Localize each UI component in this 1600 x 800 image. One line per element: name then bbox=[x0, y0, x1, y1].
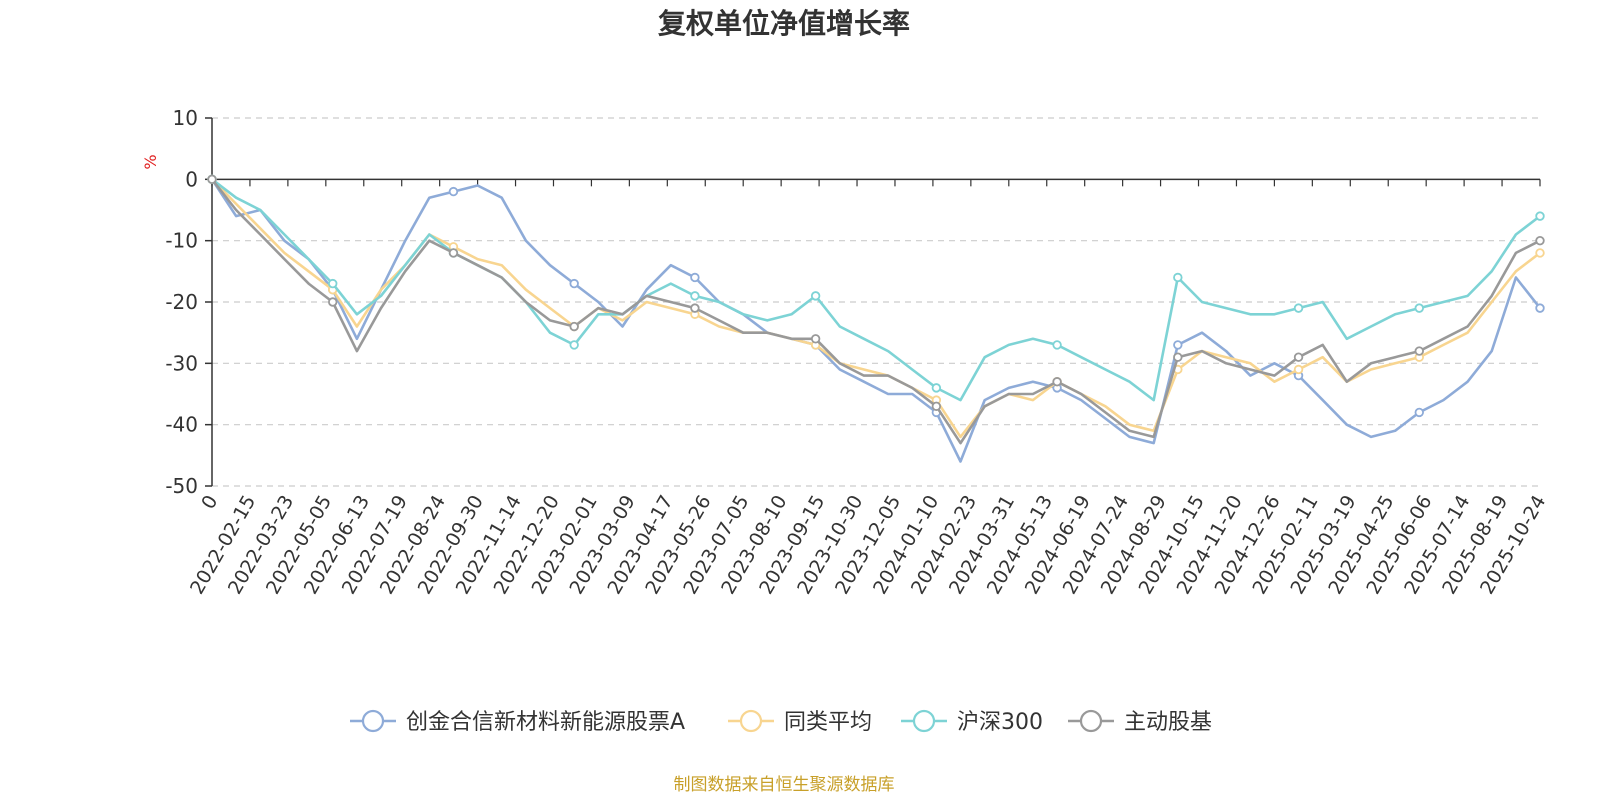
series-line bbox=[211, 178, 1541, 402]
data-point bbox=[448, 186, 459, 197]
data-point bbox=[569, 278, 579, 289]
data-point bbox=[690, 291, 700, 301]
data-point bbox=[1535, 303, 1545, 313]
series-line bbox=[210, 178, 1541, 445]
data-point bbox=[1535, 235, 1545, 246]
legend-item[interactable]: 主动股基 bbox=[1068, 709, 1212, 735]
y-tick-label: 10 bbox=[173, 106, 198, 130]
data-point bbox=[328, 297, 338, 307]
chart-title: 复权单位净值增长率 bbox=[658, 7, 910, 40]
legend-item[interactable]: 同类平均 bbox=[728, 709, 872, 735]
y-tick-label: -10 bbox=[165, 229, 198, 253]
series-line bbox=[211, 178, 1541, 439]
data-point bbox=[328, 278, 338, 289]
legend-label: 主动股基 bbox=[1124, 710, 1212, 735]
data-point bbox=[1414, 303, 1424, 313]
legend-circle-icon bbox=[361, 709, 385, 733]
series-line bbox=[210, 178, 1542, 463]
gridlines bbox=[212, 117, 1540, 487]
data-point bbox=[810, 334, 821, 344]
data-point bbox=[207, 174, 217, 185]
x-tick-label: 0 bbox=[197, 492, 222, 513]
legend-circle-icon bbox=[739, 709, 763, 733]
legend[interactable]: 创金合信新材料新能源股票A 同类平均 沪深300 主动股基 bbox=[350, 709, 1212, 735]
y-tick-label: 0 bbox=[185, 167, 198, 191]
legend-label: 创金合信新材料新能源股票A bbox=[406, 710, 685, 735]
y-tick-label: -30 bbox=[165, 351, 198, 375]
data-point bbox=[690, 303, 700, 313]
data-point bbox=[1052, 340, 1062, 350]
data-point bbox=[1173, 272, 1183, 283]
legend-label: 同类平均 bbox=[784, 710, 872, 735]
data-point bbox=[1293, 364, 1304, 375]
data-point bbox=[810, 291, 821, 301]
legend-label: 沪深300 bbox=[957, 710, 1043, 735]
data-point bbox=[1173, 340, 1183, 350]
data-point bbox=[1173, 352, 1183, 362]
y-axis-unit-label: % bbox=[141, 154, 160, 169]
legend-circle-icon bbox=[1079, 709, 1103, 733]
data-point bbox=[1293, 303, 1304, 313]
data-point bbox=[569, 340, 579, 350]
y-tick-label: -50 bbox=[165, 474, 198, 498]
data-point bbox=[1414, 346, 1424, 356]
data-point bbox=[1414, 407, 1424, 418]
data-point bbox=[448, 248, 459, 258]
axes: 100-10-20-30-40-5002022-02-152022-03-232… bbox=[165, 106, 1550, 598]
series-lines bbox=[207, 174, 1545, 463]
y-tick-label: -40 bbox=[165, 413, 198, 437]
data-point bbox=[1535, 248, 1545, 258]
data-point bbox=[1293, 352, 1304, 362]
data-point bbox=[931, 383, 942, 393]
legend-item[interactable]: 创金合信新材料新能源股票A bbox=[350, 709, 685, 735]
legend-item[interactable]: 沪深300 bbox=[901, 709, 1043, 735]
data-point bbox=[690, 272, 700, 283]
data-point bbox=[1535, 211, 1545, 221]
data-source-footer: 制图数据来自恒生聚源数据库 bbox=[674, 775, 895, 795]
data-point bbox=[931, 401, 942, 411]
legend-circle-icon bbox=[912, 709, 936, 733]
data-point bbox=[569, 321, 579, 332]
y-tick-label: -20 bbox=[165, 290, 198, 314]
data-point bbox=[1052, 377, 1062, 387]
